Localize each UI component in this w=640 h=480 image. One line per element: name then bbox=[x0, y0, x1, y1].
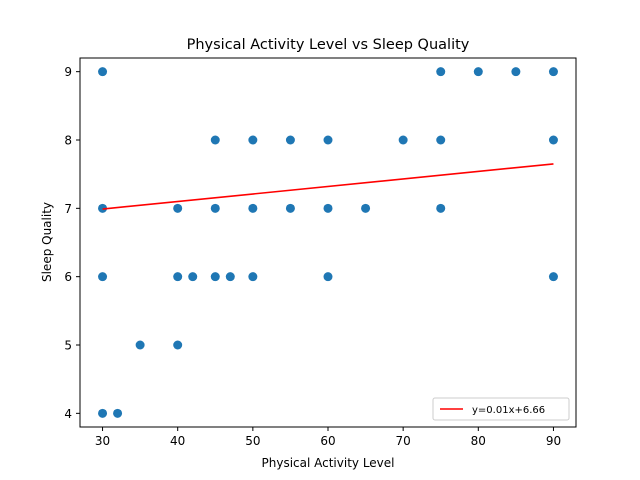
data-point bbox=[173, 203, 183, 213]
data-point bbox=[473, 67, 483, 77]
data-point bbox=[248, 272, 258, 282]
data-point bbox=[323, 135, 333, 145]
data-point bbox=[225, 272, 235, 282]
data-point bbox=[323, 272, 333, 282]
fit-line bbox=[102, 163, 554, 210]
x-tick-label: 30 bbox=[95, 434, 110, 448]
chart-title: Physical Activity Level vs Sleep Quality bbox=[187, 37, 470, 53]
data-point bbox=[113, 408, 123, 418]
data-point bbox=[398, 135, 408, 145]
legend-label: y=0.01x+6.66 bbox=[472, 405, 545, 416]
data-point bbox=[285, 203, 295, 213]
data-point bbox=[436, 203, 446, 213]
data-point bbox=[173, 272, 183, 282]
y-tick-label: 7 bbox=[64, 202, 72, 216]
data-point bbox=[248, 135, 258, 145]
plot-area: 30 40 50 60 70 80 90 4 5 6 7 8 9 y=0.01x+6.66 bbox=[64, 57, 577, 448]
y-tick-label: 8 bbox=[64, 134, 72, 148]
x-tick-label: 60 bbox=[320, 434, 335, 448]
x-tick-label: 90 bbox=[546, 434, 561, 448]
data-point bbox=[188, 272, 198, 282]
data-point bbox=[285, 135, 295, 145]
x-tick-label: 70 bbox=[396, 434, 411, 448]
x-tick-label: 50 bbox=[245, 434, 260, 448]
y-tick-label: 5 bbox=[64, 339, 72, 353]
data-point bbox=[436, 135, 446, 145]
data-point bbox=[210, 203, 220, 213]
legend-box bbox=[432, 397, 570, 421]
x-tick-label: 40 bbox=[170, 434, 185, 448]
data-point bbox=[248, 203, 258, 213]
data-point bbox=[548, 67, 558, 77]
data-point bbox=[436, 67, 446, 77]
data-point bbox=[173, 340, 183, 350]
data-point bbox=[511, 67, 521, 77]
data-point bbox=[548, 272, 558, 282]
data-point bbox=[548, 135, 558, 145]
x-tick-label: 80 bbox=[471, 434, 486, 448]
y-tick-label: 9 bbox=[64, 65, 72, 79]
data-point bbox=[98, 67, 108, 77]
x-axis-label: Physical Activity Level bbox=[262, 456, 395, 470]
y-axis-label: Sleep Quality bbox=[40, 202, 54, 282]
y-tick-label: 6 bbox=[64, 270, 72, 284]
y-tick-label: 4 bbox=[64, 407, 72, 421]
data-point bbox=[98, 272, 108, 282]
data-point bbox=[323, 203, 333, 213]
data-point bbox=[210, 135, 220, 145]
data-point bbox=[98, 408, 108, 418]
data-point bbox=[135, 340, 145, 350]
data-point bbox=[361, 203, 371, 213]
data-point bbox=[210, 272, 220, 282]
